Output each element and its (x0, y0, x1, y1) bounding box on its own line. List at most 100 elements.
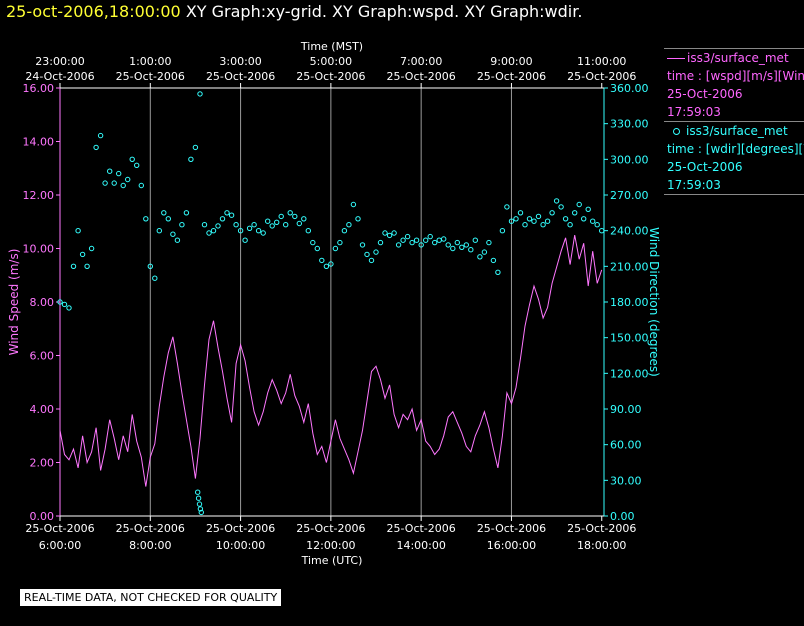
top-tick-date: 24-Oct-2006 (25, 70, 94, 83)
wind-direction-marker (423, 237, 429, 243)
wind-direction-marker (278, 213, 284, 220)
wind-direction-marker (553, 198, 560, 204)
wind-direction-marker (314, 245, 320, 252)
legend-wdir-source: iss3/surface_met (686, 124, 788, 138)
wind-direction-marker (544, 218, 551, 224)
right-tick-label: 330.00 (610, 118, 649, 131)
wind-direction-marker (165, 216, 172, 222)
wind-direction-marker (224, 210, 230, 216)
wind-direction-marker (499, 228, 506, 234)
wind-direction-marker (382, 230, 388, 236)
wind-direction-marker (341, 228, 348, 234)
wind-direction-marker (147, 263, 154, 269)
left-tick-label: 8.00 (30, 296, 55, 309)
right-tick-label: 240.00 (610, 225, 649, 238)
wind-direction-marker (454, 239, 460, 246)
wind-direction-marker (195, 495, 202, 501)
wind-direction-marker (540, 222, 546, 228)
wind-direction-marker (418, 242, 424, 248)
wind-direction-marker (201, 222, 208, 228)
wind-direction-marker (337, 239, 343, 246)
wind-direction-marker (174, 237, 181, 243)
wind-direction-marker (188, 156, 194, 163)
left-tick-label: 6.00 (30, 350, 55, 363)
right-tick-label: 0.00 (610, 510, 635, 523)
wind-direction-marker (486, 239, 492, 246)
wind-direction-marker (427, 233, 433, 240)
wind-direction-marker (287, 210, 293, 216)
wind-direction-marker (522, 222, 528, 228)
wind-direction-marker (441, 236, 447, 242)
top-tick-time: 11:00:00 (577, 55, 626, 68)
wind-direction-marker (192, 144, 199, 151)
legend-wspd-date: 25-Oct-2006 (667, 87, 743, 101)
wind-direction-marker (210, 228, 217, 234)
wind-direction-marker (413, 237, 420, 243)
graph-names: XY Graph:xy-grid. XY Graph:wspd. XY Grap… (185, 2, 583, 21)
top-tick-date: 25-Oct-2006 (206, 70, 275, 83)
wind-direction-marker (195, 489, 201, 495)
wind-direction-marker (269, 223, 275, 229)
right-tick-label: 360.00 (610, 82, 649, 95)
legend-wspd-time: 17:59:03 (667, 105, 721, 119)
bottom-tick-time: 18:00:00 (577, 539, 626, 552)
wind-direction-marker (57, 299, 63, 305)
wind-direction-marker (346, 222, 352, 228)
wind-direction-marker (463, 242, 469, 248)
wind-direction-marker (364, 251, 370, 258)
top-tick-time: 1:00:00 (129, 55, 171, 68)
left-tick-label: 4.00 (30, 403, 55, 416)
left-tick-label: 0.00 (30, 510, 55, 523)
wind-direction-marker (373, 249, 379, 255)
x-axis-top-label: Time (MST) (300, 40, 363, 53)
wind-direction-marker (567, 222, 573, 228)
wind-direction-marker (237, 228, 244, 234)
graph-timestamp: 25-oct-2006,18:00:00 (6, 2, 181, 21)
left-tick-label: 2.00 (30, 457, 55, 470)
wind-direction-marker (472, 237, 478, 243)
wind-direction-marker (196, 501, 203, 507)
left-tick-label: 16.00 (23, 82, 55, 95)
left-tick-label: 10.00 (23, 243, 55, 256)
wind-direction-marker (599, 228, 605, 234)
wind-direction-marker (594, 222, 600, 228)
wind-direction-marker (310, 239, 316, 246)
wind-direction-marker (197, 506, 204, 512)
wind-direction-marker (409, 239, 415, 246)
wind-direction-marker (359, 242, 366, 248)
bottom-tick-date: 25-Oct-2006 (116, 522, 185, 535)
legend-wspd-source: iss3/surface_met (687, 51, 789, 65)
legend-wspd[interactable]: iss3/surface_met time : [wspd][m/s][Wind… (664, 48, 804, 121)
graph-title: 25-oct-2006,18:00:00 XY Graph:xy-grid. X… (6, 2, 582, 21)
wind-direction-marker (93, 144, 99, 151)
wind-direction-marker (323, 263, 330, 269)
bottom-tick-time: 8:00:00 (129, 539, 171, 552)
legend-wdir[interactable]: iss3/surface_met time : [wdir][degrees][… (664, 121, 804, 195)
bottom-tick-time: 12:00:00 (306, 539, 355, 552)
wind-direction-marker (233, 222, 239, 228)
wind-direction-marker (111, 180, 117, 186)
right-tick-label: 270.00 (610, 189, 649, 202)
top-tick-date: 25-Oct-2006 (387, 70, 456, 83)
wind-direction-marker (125, 176, 131, 183)
wind-direction-marker (116, 170, 122, 177)
wind-direction-marker (590, 218, 596, 224)
wind-direction-marker (432, 239, 438, 246)
wind-direction-marker (468, 247, 474, 253)
legend-wdir-desc: time : [wdir][degrees][Wind Direction] (667, 142, 804, 156)
left-tick-label: 12.00 (23, 189, 55, 202)
right-tick-label: 180.00 (610, 296, 649, 309)
x-axis-bottom-label: Time (UTC) (301, 554, 363, 567)
wind-direction-marker (161, 210, 167, 216)
wind-direction-marker (97, 132, 104, 139)
wind-direction-marker (215, 223, 221, 229)
top-tick-date: 25-Oct-2006 (116, 70, 185, 83)
bottom-tick-date: 25-Oct-2006 (387, 522, 456, 535)
wind-direction-marker (301, 216, 307, 222)
top-tick-time: 9:00:00 (490, 55, 532, 68)
right-tick-label: 150.00 (610, 332, 649, 345)
top-tick-time: 7:00:00 (400, 55, 442, 68)
quality-disclaimer: REAL-TIME DATA, NOT CHECKED FOR QUALITY (20, 589, 282, 606)
wind-direction-marker (386, 232, 393, 239)
